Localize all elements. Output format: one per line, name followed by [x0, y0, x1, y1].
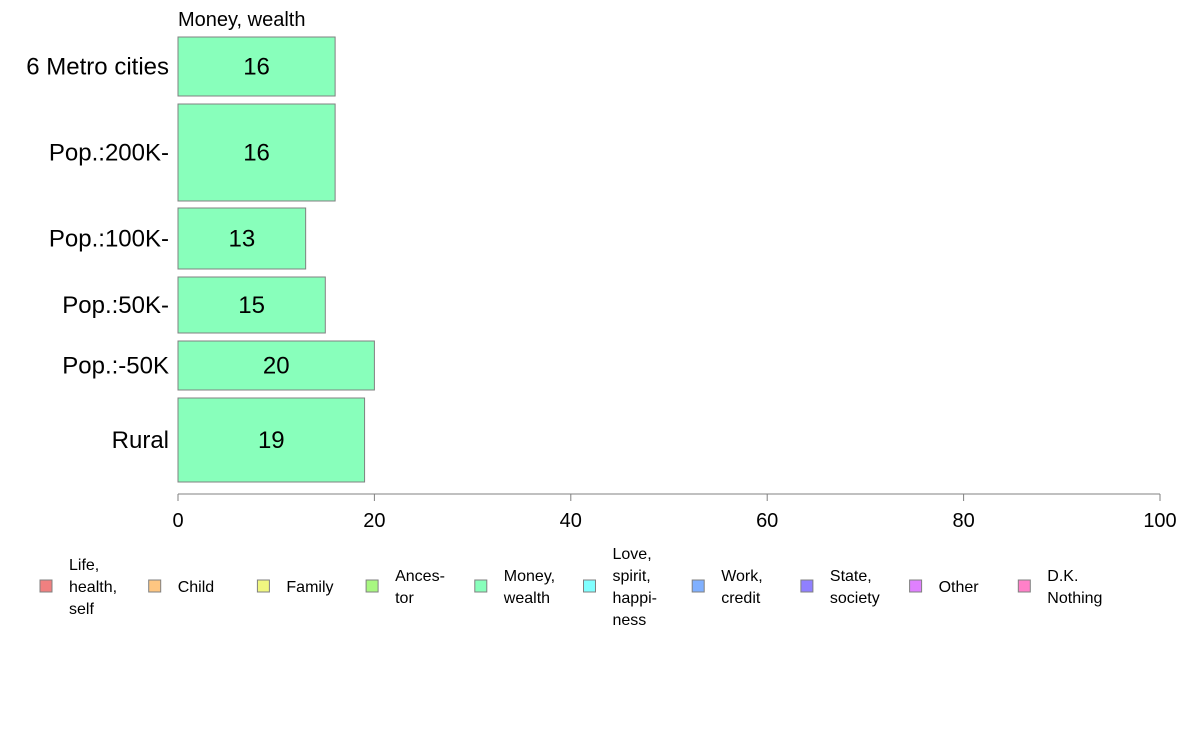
legend-swatch	[148, 579, 162, 593]
legend-label: Life, health, self	[69, 557, 117, 618]
legend-label: Money, wealth	[503, 568, 555, 607]
x-tick-label: 60	[756, 510, 778, 532]
bar	[177, 276, 326, 334]
legend-swatch	[583, 579, 596, 593]
x-tick-label: 20	[363, 510, 385, 532]
bar	[177, 103, 336, 202]
bar	[177, 397, 366, 483]
bar-value-label: 16	[243, 54, 270, 81]
chart-title: Money, wealth	[178, 9, 305, 31]
category-label: Pop.:-50K	[62, 353, 169, 380]
legend: Life, health, self Child Family Ances-tor Mone…	[39, 546, 1102, 629]
category-label: Rural	[112, 427, 169, 454]
legend-swatch	[365, 579, 379, 593]
bar	[177, 36, 336, 97]
x-axis: 0 20 40 60 80 100	[172, 493, 1177, 532]
category-label: Pop.:50K-	[62, 292, 169, 319]
legend-label: Child	[178, 579, 214, 596]
legend-label: Family	[286, 579, 333, 596]
legend-swatch	[691, 579, 705, 593]
legend-label: State, society	[830, 568, 880, 607]
category-label: Pop.:200K-	[49, 140, 169, 167]
bar-value-label: 15	[238, 292, 265, 319]
legend-swatch	[39, 579, 53, 593]
bar	[177, 207, 307, 270]
legend-swatch	[256, 579, 270, 593]
x-tick-label: 0	[172, 510, 183, 532]
bar-value-label: 16	[243, 140, 270, 167]
legend-swatch	[800, 579, 814, 593]
legend-swatch	[1017, 579, 1031, 593]
x-tick-label: 80	[952, 510, 974, 532]
legend-label: D.K. Nothing	[1047, 568, 1102, 607]
bar-value-label: 19	[258, 427, 285, 454]
legend-label: Love, spirit, happi-ness	[613, 546, 657, 629]
legend-swatch	[474, 579, 488, 593]
bar-group: 6 Metro cities 16 Pop.:200K- 16 Pop.:100K- 13…	[26, 36, 375, 483]
legend-label: Ances-tor	[395, 568, 445, 607]
x-tick-label: 100	[1143, 510, 1176, 532]
legend-label: Work, credit	[721, 568, 762, 607]
bar-value-label: 13	[228, 226, 255, 253]
bar	[177, 340, 375, 391]
bar-value-label: 20	[263, 353, 290, 380]
legend-label: Other	[939, 579, 980, 596]
category-label: 6 Metro cities	[26, 54, 169, 81]
category-label: Pop.:100K-	[49, 226, 169, 253]
x-tick-label: 40	[560, 510, 582, 532]
legend-swatch	[909, 579, 923, 593]
